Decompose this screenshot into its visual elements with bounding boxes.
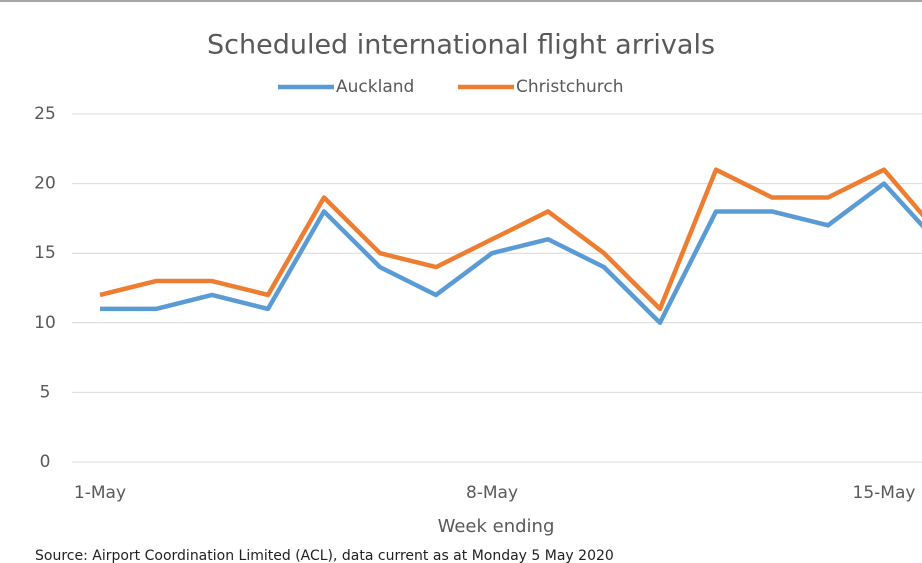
legend-label: Auckland — [336, 77, 414, 97]
x-tick-label: 1-May — [74, 483, 126, 503]
x-tick-label: 15-May — [853, 483, 916, 503]
legend-label: Christchurch — [516, 77, 624, 97]
y-tick-label: 25 — [34, 104, 56, 124]
y-tick-label: 20 — [34, 174, 56, 194]
x-tick-label: 8-May — [466, 483, 518, 503]
y-tick-label: 0 — [40, 452, 51, 472]
y-tick-label: 15 — [34, 243, 56, 263]
series-line — [100, 181, 922, 326]
x-axis-label: Week ending — [438, 516, 555, 537]
chart-title: Scheduled international flight arrivals — [207, 30, 715, 61]
y-tick-label: 10 — [34, 313, 56, 333]
y-tick-label: 5 — [40, 382, 51, 402]
series-line — [99, 167, 922, 312]
source-note: Source: Airport Coordination Limited (AC… — [35, 548, 614, 563]
